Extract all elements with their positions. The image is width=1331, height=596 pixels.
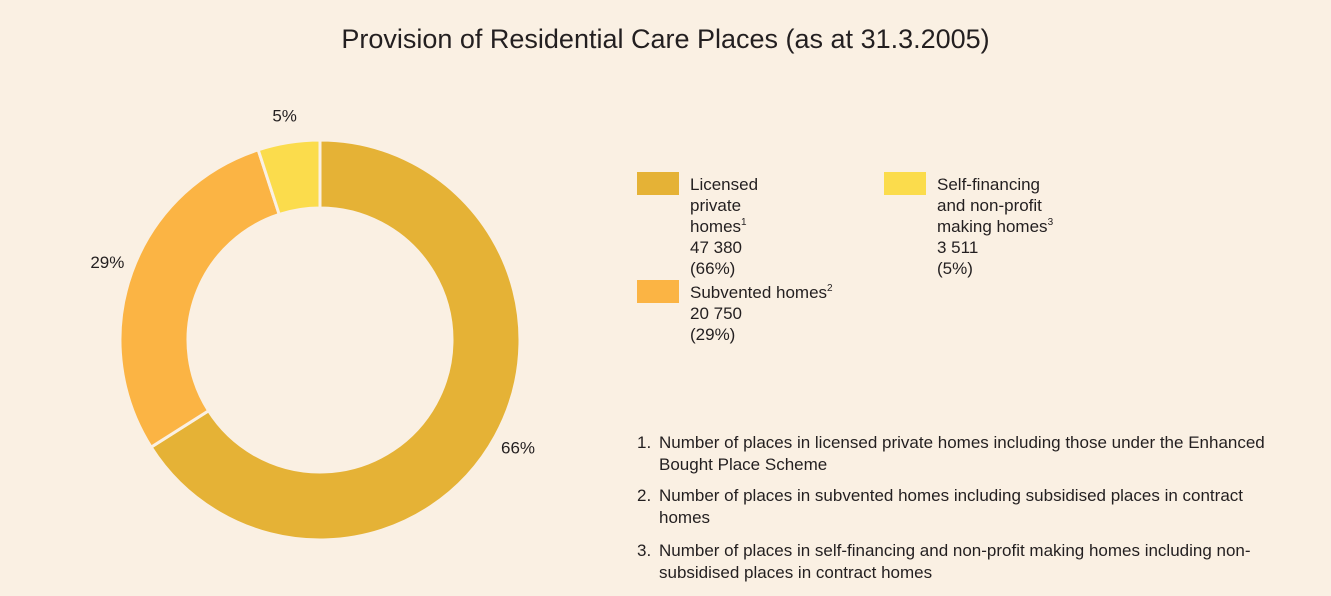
legend-swatch bbox=[637, 172, 679, 195]
donut-chart: 66% 29% 5% bbox=[90, 106, 535, 542]
footnote-text: Number of places in subvented homes incl… bbox=[659, 486, 1243, 527]
footnote: 2. Number of places in subvented homes in… bbox=[637, 485, 1277, 529]
legend-percent: (66%) bbox=[690, 259, 736, 278]
donut-segment bbox=[118, 147, 282, 450]
legend-places: 20 750 bbox=[690, 304, 742, 323]
donut-segment bbox=[149, 138, 522, 542]
donut-segment bbox=[256, 138, 322, 217]
legend-note: 3 bbox=[1047, 217, 1054, 228]
legend-label: Licensed private homes1 bbox=[690, 175, 758, 236]
legend-label: Self-financing and non-profit making hom… bbox=[937, 175, 1053, 236]
data-label: 29% bbox=[90, 253, 124, 272]
legend-swatch bbox=[884, 172, 926, 195]
legend-places: 47 380 bbox=[690, 238, 742, 257]
data-label: 66% bbox=[501, 438, 535, 457]
footnote-marker: 3. bbox=[637, 541, 652, 560]
legend-name: Licensed private homes bbox=[690, 175, 759, 236]
legend-label: Subvented homes2 bbox=[690, 283, 833, 302]
legend-name: Subvented homes bbox=[690, 283, 828, 302]
legend-name: Self-financing and non-profit making hom… bbox=[937, 175, 1048, 236]
legend-note: 1 bbox=[741, 217, 747, 228]
legend-percent: (29%) bbox=[690, 325, 736, 344]
legend-entry: Licensed private homes1 47 380 (66%) bbox=[690, 174, 802, 279]
footnote-text: Number of places in self-financing and n… bbox=[659, 541, 1251, 582]
legend-percent: (5%) bbox=[937, 259, 973, 278]
footnote-marker: 1. bbox=[637, 433, 652, 452]
footnote-text: Number of places in licensed private hom… bbox=[659, 433, 1265, 474]
legend-swatch bbox=[637, 280, 679, 303]
footnote-marker: 2. bbox=[637, 486, 652, 505]
chart-title: Provision of Residential Care Places (as… bbox=[341, 24, 990, 54]
legend-entry: Self-financing and non-profit making hom… bbox=[937, 174, 1072, 279]
footnote: 3. Number of places in self-financing and… bbox=[637, 540, 1277, 584]
data-label: 5% bbox=[272, 106, 297, 125]
legend-note: 2 bbox=[827, 283, 833, 294]
legend-entry: Subvented homes2 20 750 (29%) bbox=[690, 282, 870, 345]
footnote: 1. Number of places in licensed private h… bbox=[637, 432, 1277, 476]
legend-places: 3 511 bbox=[937, 238, 979, 257]
